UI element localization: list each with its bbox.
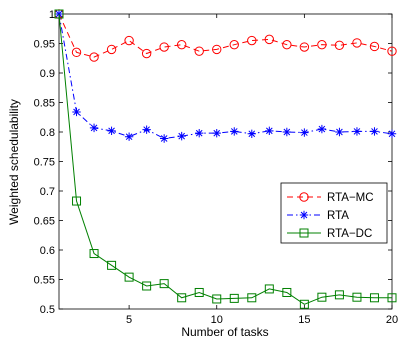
series-line xyxy=(58,13,392,305)
y-tick-label: 0.85 xyxy=(34,98,55,110)
legend-label: RTA−DC xyxy=(327,228,372,240)
y-tick-label: 0.55 xyxy=(34,275,55,287)
data-point xyxy=(282,127,292,137)
data-point xyxy=(370,127,379,136)
data-point xyxy=(212,294,222,304)
y-tick-label: 0.5 xyxy=(40,304,55,316)
data-point xyxy=(264,284,274,294)
data-point xyxy=(352,38,362,48)
data-point xyxy=(54,9,64,19)
data-point xyxy=(247,293,257,303)
data-point xyxy=(212,128,221,138)
x-axis-label: Number of tasks xyxy=(181,325,268,339)
y-tick-label: 1 xyxy=(49,9,55,21)
legend: RTA−MC RTA RTA−DC xyxy=(280,182,388,244)
data-point xyxy=(334,290,344,300)
x-axis: 5 10 15 20 xyxy=(126,14,398,326)
data-point xyxy=(317,39,327,50)
y-tick-label: 0.65 xyxy=(34,216,55,228)
data-point xyxy=(282,287,292,297)
data-point xyxy=(89,52,99,62)
data-point xyxy=(387,46,397,56)
legend-marker xyxy=(299,228,309,238)
data-point xyxy=(159,279,169,289)
data-point xyxy=(142,281,152,291)
data-point xyxy=(124,272,134,282)
data-point xyxy=(177,293,187,303)
data-point xyxy=(230,127,239,136)
data-point xyxy=(387,293,397,303)
data-point xyxy=(247,35,257,46)
legend-label: RTA xyxy=(327,210,349,222)
data-point xyxy=(282,39,292,50)
data-point xyxy=(317,292,327,302)
data-point xyxy=(212,44,222,55)
data-point xyxy=(369,293,379,303)
y-axis: 0.5 0.55 0.6 0.65 0.7 0.75 0.8 0.85 0.9 0.95 1 xyxy=(34,9,392,316)
legend-marker xyxy=(299,192,309,202)
data-point xyxy=(89,249,99,259)
data-point xyxy=(299,299,309,309)
legend-label: RTA−MC xyxy=(327,192,374,204)
data-point xyxy=(194,46,204,56)
y-axis-label: Weighted schedulability xyxy=(7,99,21,225)
data-point xyxy=(195,128,204,138)
data-point xyxy=(176,39,187,50)
series-line xyxy=(58,13,393,58)
series-0 xyxy=(54,9,397,62)
data-point xyxy=(335,127,344,137)
data-point xyxy=(334,40,345,50)
data-point xyxy=(317,124,327,134)
y-tick-label: 0.6 xyxy=(40,245,55,257)
y-tick-label: 0.95 xyxy=(34,39,55,51)
data-point xyxy=(89,123,99,133)
data-point xyxy=(107,126,116,136)
data-point xyxy=(229,293,239,303)
data-point xyxy=(71,47,82,58)
data-point xyxy=(159,134,169,143)
data-point xyxy=(247,129,256,138)
data-point xyxy=(352,127,362,136)
x-tick-label: 5 xyxy=(126,314,132,326)
data-point xyxy=(106,44,117,55)
data-point xyxy=(300,128,309,137)
data-point xyxy=(194,287,204,297)
data-point xyxy=(352,292,362,302)
x-tick-label: 10 xyxy=(211,314,223,326)
x-tick-label: 15 xyxy=(298,314,310,326)
data-point xyxy=(72,196,82,206)
series-layer xyxy=(54,9,397,309)
data-point xyxy=(142,125,151,134)
data-point xyxy=(387,129,397,138)
data-point xyxy=(124,35,134,46)
y-tick-label: 0.7 xyxy=(40,186,55,198)
plot-area xyxy=(58,13,393,310)
data-point xyxy=(264,34,275,45)
data-point xyxy=(107,260,117,270)
y-tick-label: 0.8 xyxy=(40,127,55,139)
y-tick-label: 0.75 xyxy=(34,157,55,169)
data-point xyxy=(177,131,186,141)
data-point xyxy=(159,42,169,52)
data-point xyxy=(72,107,81,117)
series-line xyxy=(58,13,393,140)
x-tick-label: 20 xyxy=(386,314,398,326)
y-tick-label: 0.9 xyxy=(40,68,55,80)
data-point xyxy=(141,48,152,59)
series-1 xyxy=(54,9,397,143)
data-point xyxy=(265,126,274,136)
data-point xyxy=(124,132,134,141)
series-2 xyxy=(54,9,397,309)
data-point xyxy=(369,41,380,52)
data-point xyxy=(299,42,310,52)
legend-marker xyxy=(299,210,309,220)
data-point xyxy=(229,39,239,50)
